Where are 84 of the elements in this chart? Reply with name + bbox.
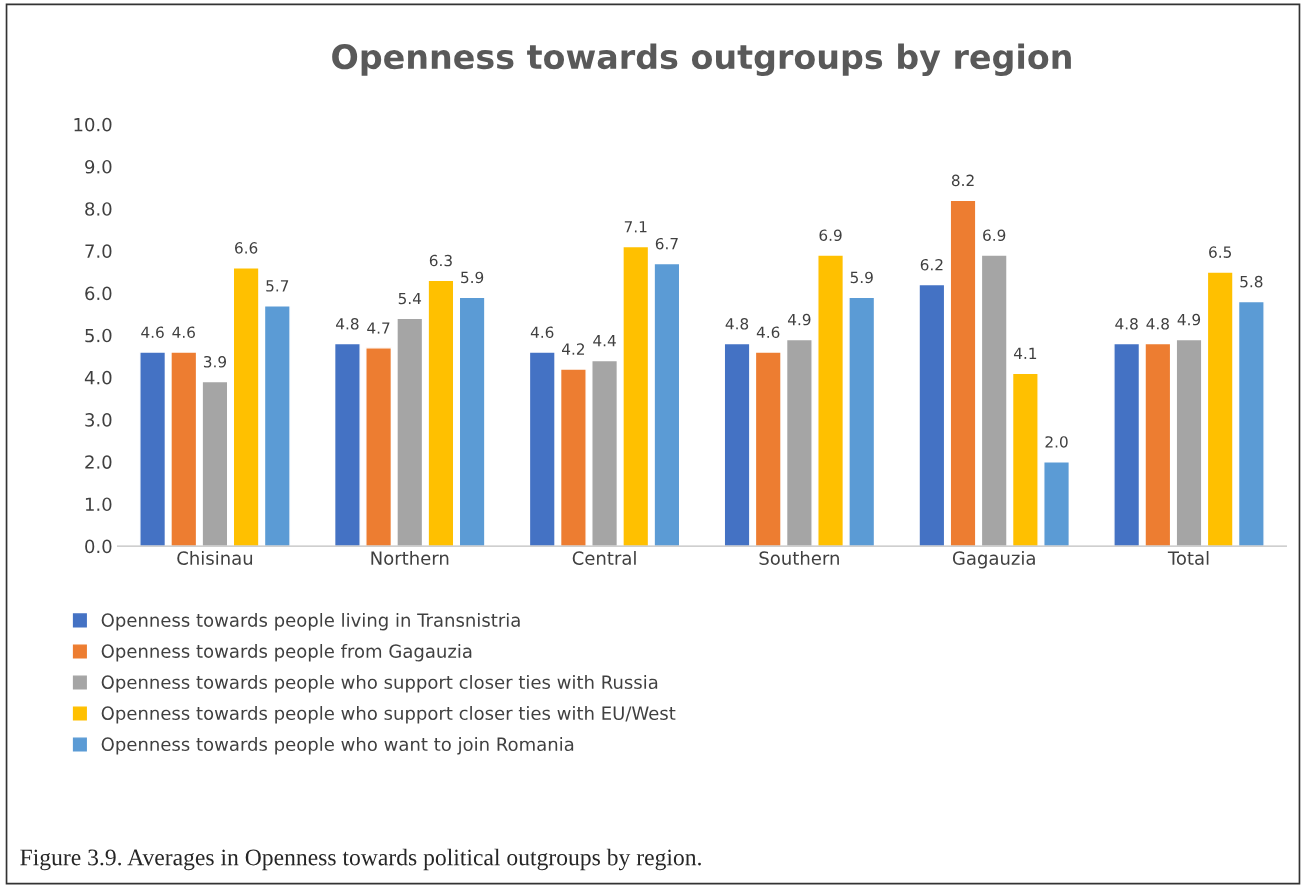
x-tick-label: Southern (759, 550, 839, 565)
bar (528, 351, 556, 547)
data-label: 6.9 (983, 229, 1006, 242)
data-label: 4.4 (593, 335, 616, 347)
y-tick-label: 2.0 (85, 455, 112, 469)
x-tick-label: Total (1167, 550, 1209, 565)
data-label: 6.2 (920, 258, 943, 271)
bar (754, 351, 782, 547)
data-label: 8.2 (951, 174, 974, 187)
bar (1043, 461, 1071, 547)
y-tick-label: 8.0 (85, 202, 112, 216)
bar (139, 351, 167, 547)
bar (1175, 338, 1203, 547)
legend-label: Openness towards people who support closer ties with EU/West (101, 706, 676, 724)
data-label: 4.2 (562, 343, 585, 355)
data-label: 6.6 (235, 242, 258, 254)
bar (1113, 342, 1141, 547)
y-tick-label: 4.0 (84, 370, 112, 385)
bar (396, 317, 424, 547)
data-label: 6.5 (1209, 246, 1231, 258)
data-label: 4.6 (530, 326, 554, 339)
legend-label: Openness towards people who want to join Romania (101, 737, 574, 755)
data-label: 4.6 (756, 326, 780, 339)
data-label: 4.6 (172, 326, 195, 339)
bar (1011, 372, 1039, 547)
data-label: 5.9 (850, 271, 873, 284)
data-label: 4.8 (1115, 318, 1138, 330)
y-tick-label: 10.0 (74, 117, 112, 132)
data-label: 5.4 (398, 292, 422, 305)
data-label: 2.0 (1045, 436, 1068, 448)
bar (365, 347, 393, 547)
y-tick-label: 0.0 (85, 539, 112, 554)
legend-label: Openness towards people from Gagauzia (101, 644, 472, 662)
x-tick-label: Gagauzia (952, 550, 1035, 569)
bar (559, 368, 587, 547)
data-label: 4.9 (1177, 313, 1201, 326)
data-label: 3.9 (203, 355, 227, 368)
bar (170, 351, 198, 547)
data-label: 5.8 (1240, 275, 1263, 288)
bar (653, 262, 681, 547)
chart-title: Openness towards outgroups by region (332, 43, 1071, 76)
data-label: 7.1 (624, 221, 647, 233)
bar (427, 279, 455, 547)
data-label: 4.6 (141, 326, 164, 339)
data-label: 4.7 (367, 322, 390, 334)
data-label: 4.9 (787, 313, 811, 326)
caption: Figure 3.9. Averages in Openness towards political outgroups by region. (20, 848, 701, 871)
bar (622, 245, 650, 547)
bar (785, 338, 813, 547)
bar (458, 296, 486, 547)
y-tick-label: 6.0 (85, 286, 112, 301)
legend-label: Openness towards people who support closer ties with Russia (101, 675, 658, 693)
data-label: 6.9 (819, 229, 842, 242)
x-tick-label: Northern (371, 550, 449, 565)
legend-label: Openness towards people living in Transnistria (101, 612, 520, 631)
bar (1206, 271, 1234, 547)
bar (949, 199, 977, 547)
y-tick-label: 3.0 (85, 413, 112, 427)
data-label: 6.7 (655, 237, 678, 250)
data-label: 4.8 (725, 318, 749, 330)
data-label: 5.7 (266, 280, 289, 292)
y-tick-label: 9.0 (85, 159, 112, 174)
bar (980, 254, 1008, 547)
bar (848, 296, 876, 547)
bar (591, 359, 619, 547)
data-label: 6.3 (429, 254, 452, 267)
data-label: 4.8 (1146, 318, 1169, 330)
bar (1237, 300, 1265, 547)
bar (1144, 342, 1172, 547)
bar (263, 304, 291, 547)
x-tick-label: Central (572, 550, 636, 565)
bar (333, 342, 361, 547)
y-tick-label: 7.0 (85, 244, 112, 258)
data-label: 4.8 (336, 318, 359, 330)
bar (723, 342, 751, 547)
y-tick-label: 1.0 (85, 497, 112, 512)
data-label: 4.1 (1013, 347, 1037, 359)
bar (201, 380, 229, 547)
bar (232, 267, 260, 547)
y-tick-label: 5.0 (85, 328, 112, 343)
bar (918, 283, 946, 547)
x-tick-label: Chisinau (177, 550, 253, 565)
bar (817, 254, 845, 547)
data-label: 5.9 (461, 271, 484, 284)
